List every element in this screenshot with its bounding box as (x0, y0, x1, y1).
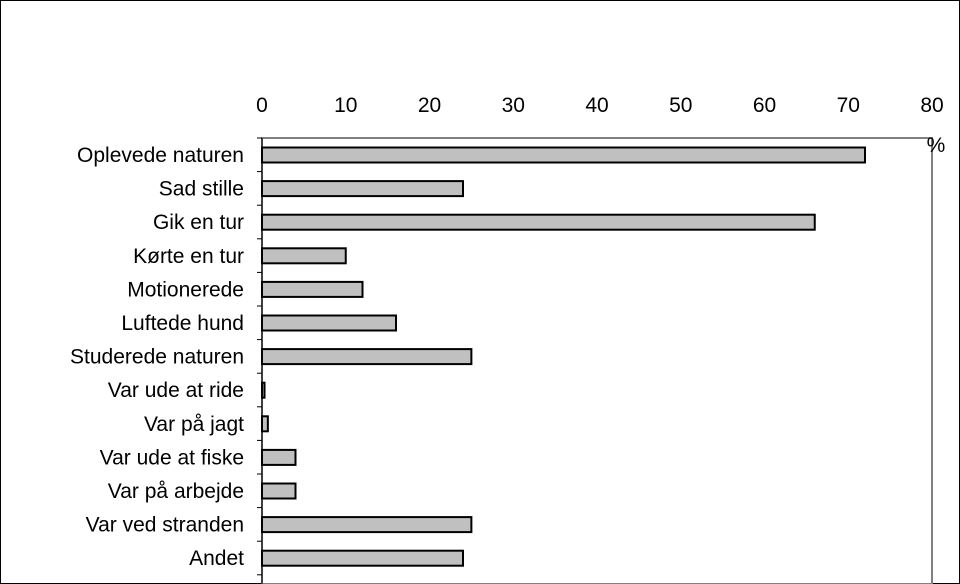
category-label: Andet (189, 547, 244, 570)
category-label: Kørte en tur (133, 245, 244, 268)
x-tick-label: 30 (502, 94, 525, 117)
bar (261, 549, 464, 567)
bar (261, 516, 473, 534)
bar (261, 381, 266, 399)
category-label: Var på arbejde (108, 480, 244, 503)
bar (261, 247, 347, 265)
unit-label: % (927, 134, 946, 157)
bar (261, 213, 816, 231)
category-label: Var ude at fiske (100, 446, 244, 469)
x-tick-label: 40 (585, 94, 608, 117)
bars-group (261, 146, 866, 567)
x-tick-label: 20 (418, 94, 441, 117)
category-label: Var på jagt (144, 413, 244, 436)
bar (261, 180, 464, 198)
bar (261, 314, 397, 332)
category-label: Gik en tur (153, 211, 244, 234)
x-tick-label: 80 (920, 94, 943, 117)
category-label: Luftede hund (121, 312, 244, 335)
category-label: Var ude at ride (108, 379, 244, 402)
bar (261, 280, 364, 298)
x-tick-label: 50 (669, 94, 692, 117)
category-label: Studerede naturen (70, 346, 244, 369)
category-label: Var ved stranden (86, 514, 244, 537)
category-label: Oplevede naturen (77, 144, 244, 167)
bar (261, 482, 297, 500)
bar (261, 146, 866, 164)
x-tick-label: 60 (753, 94, 776, 117)
category-labels: Oplevede naturen Sad stille Gik en tur Kørt… (70, 144, 244, 570)
bar (261, 448, 297, 466)
x-tick-label: 70 (837, 94, 860, 117)
x-tick-label: 0 (256, 94, 268, 117)
x-axis-ticks: 0 10 20 30 40 50 60 70 80 (256, 94, 944, 117)
bar (261, 348, 473, 366)
category-label: Motionerede (127, 278, 244, 301)
x-tick-label: 10 (334, 94, 357, 117)
category-label: Sad stille (159, 178, 244, 201)
bar (261, 415, 269, 433)
